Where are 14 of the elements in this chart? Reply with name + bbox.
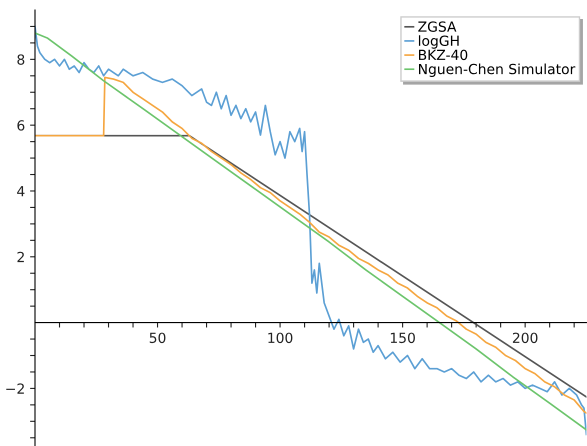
line-series [35,76,586,414]
legend-label: BKZ-40 [419,50,468,60]
legend-label: Nguen-Chen Simulator [419,64,576,77]
legend-label: ZGSA [418,21,456,32]
y-tick-label: 2 [17,252,24,262]
y-tick-label: −2 [6,383,24,394]
legend-label: logGH [418,35,459,49]
y-tick-label: 6 [17,120,24,131]
x-tick-label: 150 [390,332,415,344]
y-tick-label: 4 [17,186,24,196]
y-tick-label: 8 [17,54,24,65]
x-tick-label: 100 [268,332,292,344]
x-tick-label: 50 [150,332,166,344]
x-tick-label: 200 [512,332,538,344]
